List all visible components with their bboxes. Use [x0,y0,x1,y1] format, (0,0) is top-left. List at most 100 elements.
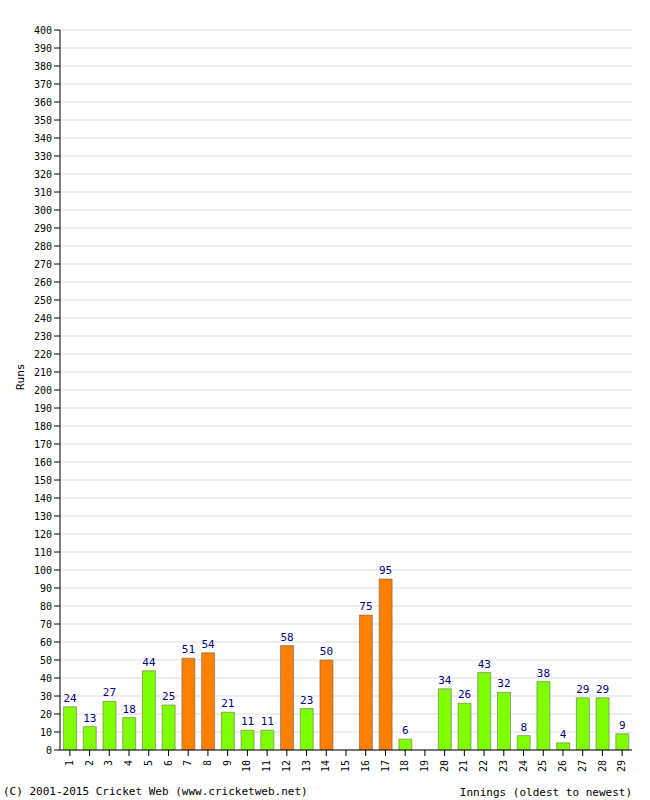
svg-text:100: 100 [34,565,52,576]
svg-text:15: 15 [340,760,351,772]
svg-text:13: 13 [83,712,96,725]
svg-text:260: 260 [34,277,52,288]
svg-text:70: 70 [40,619,52,630]
svg-text:Innings (oldest to newest): Innings (oldest to newest) [460,786,632,799]
svg-text:40: 40 [40,673,52,684]
html-text:(C) 2001-2015 Cricket Web (www: (C) 2001-2015 Cricket Web (www.cricketwe… [3,785,308,798]
svg-text:12: 12 [281,760,292,772]
svg-text:24: 24 [518,760,529,772]
svg-text:150: 150 [34,475,52,486]
svg-text:20: 20 [40,709,52,720]
svg-text:26: 26 [458,688,471,701]
svg-text:25: 25 [162,690,175,703]
svg-text:140: 140 [34,493,52,504]
svg-text:130: 130 [34,511,52,522]
svg-text:54: 54 [201,638,215,651]
svg-text:58: 58 [280,631,293,644]
svg-text:200: 200 [34,385,52,396]
svg-text:400: 400 [34,25,52,36]
svg-text:390: 390 [34,43,52,54]
svg-text:19: 19 [419,760,430,772]
svg-text:5: 5 [143,760,154,766]
svg-text:11: 11 [241,715,254,728]
svg-text:10: 10 [241,760,252,772]
svg-text:8: 8 [520,721,527,734]
svg-text:270: 270 [34,259,52,270]
svg-text:25: 25 [537,760,548,772]
svg-text:240: 240 [34,313,52,324]
svg-text:90: 90 [40,583,52,594]
svg-text:380: 380 [34,61,52,72]
svg-text:95: 95 [379,564,392,577]
svg-text:21: 21 [221,697,234,710]
svg-text:60: 60 [40,637,52,648]
svg-text:160: 160 [34,457,52,468]
svg-text:18: 18 [399,760,410,772]
svg-text:18: 18 [123,703,136,716]
svg-text:32: 32 [497,677,510,690]
svg-text:1: 1 [64,760,75,766]
svg-text:6: 6 [163,760,174,766]
svg-text:350: 350 [34,115,52,126]
svg-text:Runs: Runs [14,364,27,391]
svg-text:110: 110 [34,547,52,558]
svg-text:9: 9 [222,760,233,766]
svg-text:7: 7 [182,760,193,766]
svg-text:210: 210 [34,367,52,378]
svg-text:170: 170 [34,439,52,450]
svg-text:4: 4 [560,728,567,741]
svg-text:44: 44 [142,656,156,669]
svg-text:30: 30 [40,691,52,702]
svg-text:50: 50 [320,645,333,658]
svg-text:250: 250 [34,295,52,306]
svg-text:50: 50 [40,655,52,666]
svg-text:4: 4 [123,760,134,766]
svg-text:3: 3 [103,760,114,766]
svg-text:13: 13 [301,760,312,772]
svg-text:190: 190 [34,403,52,414]
svg-text:2: 2 [84,760,95,766]
svg-text:6: 6 [402,724,409,737]
svg-text:29: 29 [576,683,589,696]
svg-text:27: 27 [103,686,116,699]
svg-text:280: 280 [34,241,52,252]
svg-text:11: 11 [261,760,272,772]
svg-text:10: 10 [40,727,52,738]
svg-text:300: 300 [34,205,52,216]
svg-text:310: 310 [34,187,52,198]
svg-text:330: 330 [34,151,52,162]
svg-text:0: 0 [46,745,52,756]
svg-text:320: 320 [34,169,52,180]
svg-text:8: 8 [202,760,213,766]
svg-text:28: 28 [597,760,608,772]
svg-text:29: 29 [596,683,609,696]
svg-text:38: 38 [537,667,550,680]
svg-text:180: 180 [34,421,52,432]
svg-text:80: 80 [40,601,52,612]
svg-text:26: 26 [557,760,568,772]
svg-text:20: 20 [439,760,450,772]
svg-text:230: 230 [34,331,52,342]
svg-text:290: 290 [34,223,52,234]
svg-text:43: 43 [478,658,491,671]
svg-text:22: 22 [478,760,489,772]
svg-text:9: 9 [619,719,626,732]
svg-text:51: 51 [182,643,195,656]
svg-text:340: 340 [34,133,52,144]
svg-text:120: 120 [34,529,52,540]
svg-text:360: 360 [34,97,52,108]
svg-text:24: 24 [63,692,77,705]
svg-text:34: 34 [438,674,452,687]
svg-text:23: 23 [300,694,313,707]
svg-text:21: 21 [458,760,469,772]
svg-text:75: 75 [359,600,372,613]
svg-text:23: 23 [498,760,509,772]
svg-text:27: 27 [577,760,588,772]
svg-text:370: 370 [34,79,52,90]
svg-text:16: 16 [360,760,371,772]
svg-text:17: 17 [380,760,391,772]
svg-text:220: 220 [34,349,52,360]
svg-text:29: 29 [616,760,627,772]
svg-text:14: 14 [320,760,331,772]
svg-text:11: 11 [261,715,274,728]
